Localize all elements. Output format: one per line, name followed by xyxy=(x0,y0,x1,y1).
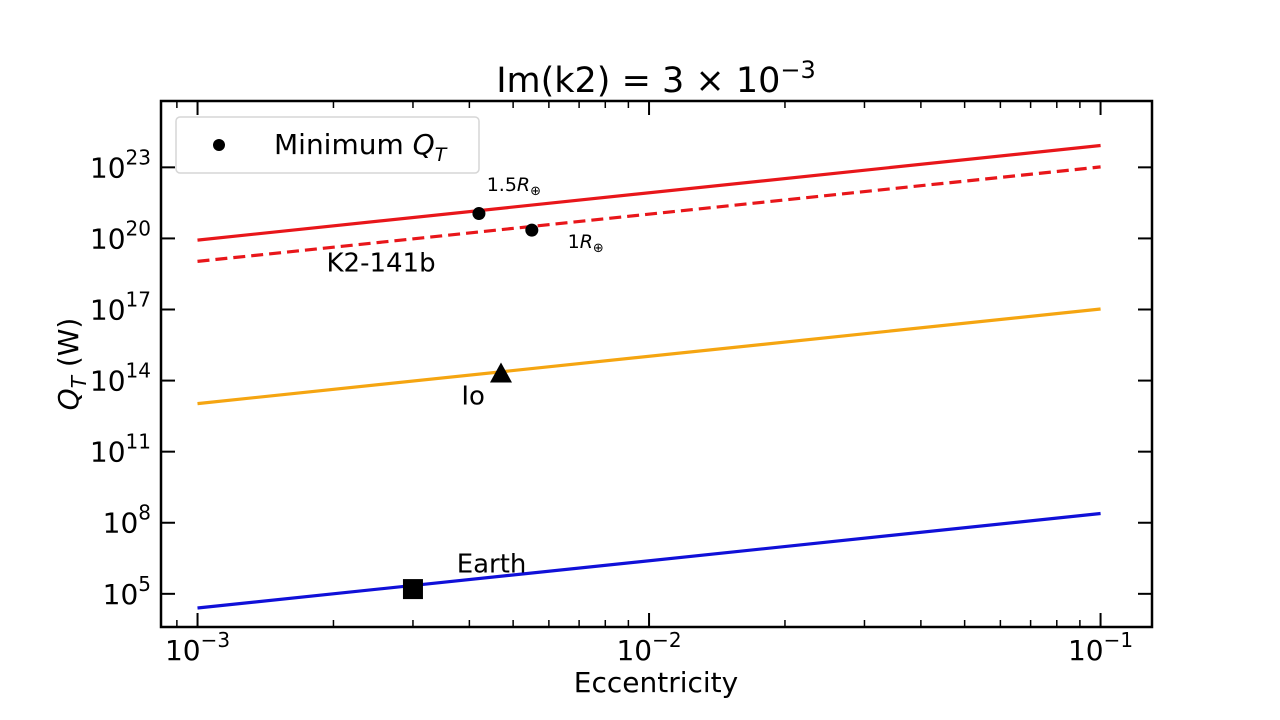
y-axis-label: QT (W) xyxy=(52,318,91,411)
x-tick-label: 10−1 xyxy=(1068,628,1133,667)
legend: Minimum QT xyxy=(175,116,480,174)
x-axis-label: Eccentricity xyxy=(574,666,738,699)
legend-label: Minimum QT xyxy=(274,128,448,166)
marker-earth-point xyxy=(402,579,423,600)
y-tick-label: 1011 xyxy=(90,430,151,469)
y-tick-label: 1020 xyxy=(90,216,151,255)
series-line-earth xyxy=(197,511,1101,610)
annotation-earth-label: Earth xyxy=(457,550,527,580)
marker-k2-1-point xyxy=(525,223,539,237)
plot-frame xyxy=(159,99,1154,629)
annotation-io-label: Io xyxy=(461,381,485,411)
legend-box xyxy=(175,116,480,174)
x-tick-label: 10−2 xyxy=(616,628,681,667)
chart-title: Im(k2) = 3 × 10−3 xyxy=(496,56,816,101)
legend-marker-circle xyxy=(213,139,225,151)
series-line-io xyxy=(197,307,1101,406)
plot-marks: 1.5R⊕ 1R⊕ K2-141b Io Earth xyxy=(197,143,1101,610)
y-tick-label: 1014 xyxy=(90,359,151,398)
marker-io-point xyxy=(489,362,512,383)
y-tick-label: 105 xyxy=(103,572,151,611)
series-line-k2-141b-15 xyxy=(197,143,1101,242)
y-tick-label: 108 xyxy=(103,501,151,540)
marker-k2-15-point xyxy=(472,207,486,221)
x-tick-label: 10−3 xyxy=(165,628,230,667)
annotation-k2-1-label: 1R⊕ xyxy=(568,231,604,256)
annotation-k2-15-label: 1.5R⊕ xyxy=(487,174,541,199)
y-tick-label: 1017 xyxy=(90,288,151,327)
annotation-k2-141b-label: K2-141b xyxy=(327,249,436,279)
series-line-k2-141b-1 xyxy=(197,165,1101,263)
axis-ticks: 105 108 1011 1014 1017 1020 1023 10−3 10−2 10−1 xyxy=(90,101,1152,667)
y-tick-label: 1023 xyxy=(90,145,151,184)
